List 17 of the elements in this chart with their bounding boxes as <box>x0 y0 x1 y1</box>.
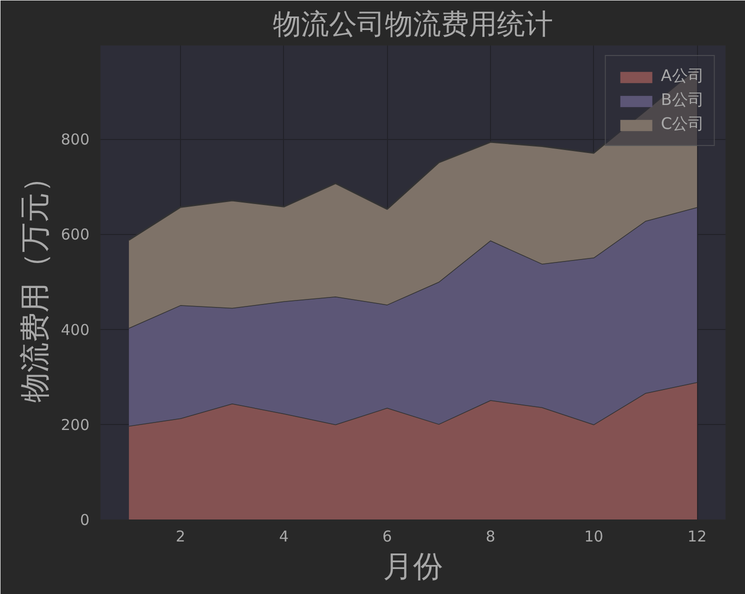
chart-title: 物流公司物流费用统计 <box>273 8 553 40</box>
x-tick-label: 2 <box>176 528 186 546</box>
y-tick-label: 800 <box>60 130 90 149</box>
legend-label: B公司 <box>660 90 704 111</box>
y-tick-label: 600 <box>60 226 90 244</box>
legend-label: A公司 <box>660 66 704 87</box>
y-tick-label: 0 <box>80 511 90 529</box>
y-tick-label: 200 <box>60 416 90 434</box>
x-tick-label: 8 <box>486 528 496 546</box>
y-tick-label: 400 <box>60 320 90 339</box>
x-tick-label: 4 <box>279 528 289 546</box>
x-tick-label: 12 <box>688 528 707 546</box>
y-axis-title: 物流费用（万元） <box>18 162 53 402</box>
x-tick-label: 6 <box>382 528 392 546</box>
legend-label: C公司 <box>660 114 704 135</box>
x-axis-title: 月份 <box>383 550 443 584</box>
x-tick-label: 10 <box>584 528 604 546</box>
